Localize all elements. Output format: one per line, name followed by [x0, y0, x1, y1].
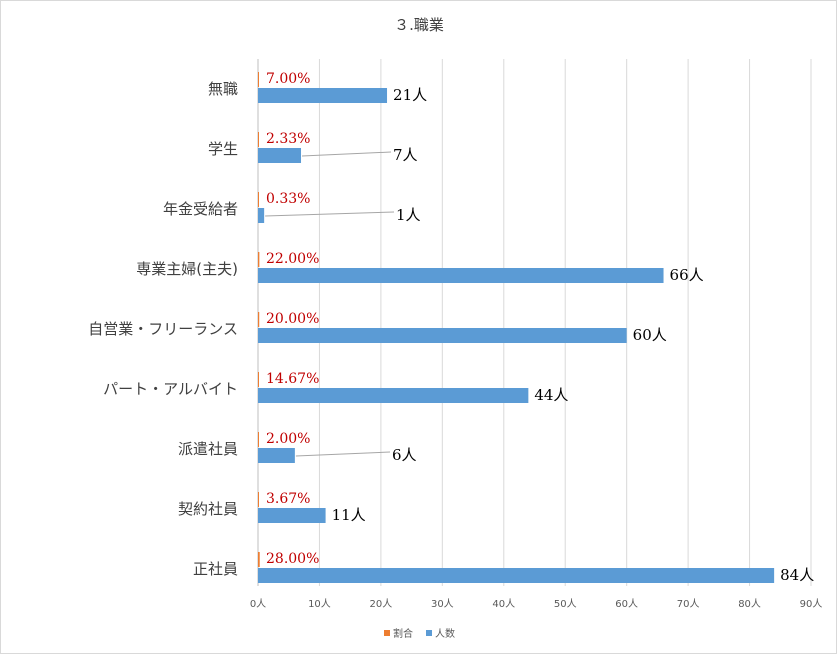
count-data-label: 66人: [670, 266, 704, 284]
count-data-label: 11人: [332, 506, 366, 524]
bar-ratio: [258, 252, 260, 267]
bar-ratio: [258, 132, 259, 147]
x-tick-label: 10人: [308, 598, 331, 610]
legend-swatch: [384, 630, 390, 636]
count-data-label: 44人: [534, 386, 568, 404]
count-data-label: 84人: [780, 566, 814, 584]
bar-count: [258, 568, 775, 583]
legend-entry: 人数: [435, 627, 455, 640]
ratio-data-label: 2.33%: [266, 131, 310, 147]
category-label: 自営業・フリーランス: [88, 320, 238, 338]
bar-count: [258, 88, 388, 103]
bar-ratio: [258, 492, 259, 507]
ratio-data-label: 3.67%: [266, 491, 310, 507]
bar-count: [258, 388, 529, 403]
count-data-label: 6人: [392, 446, 417, 464]
bar-ratio: [258, 72, 259, 87]
x-tick-label: 0人: [250, 598, 266, 610]
labels: 0人 10人 20人 30人 40人 50人 60人 70人 80人 90人 無職 7.00% 21人学…: [88, 71, 822, 610]
count-data-label: 7人: [393, 146, 418, 164]
ratio-data-label: 22.00%: [266, 251, 319, 267]
category-label: 学生: [208, 140, 238, 158]
bar-ratio: [258, 192, 259, 207]
x-tick-label: 70人: [677, 598, 700, 610]
bars: [258, 72, 775, 583]
category-label: 無職: [208, 80, 238, 98]
leader-line: [265, 211, 395, 217]
bar-count: [258, 508, 326, 523]
bar-count: [258, 448, 295, 463]
legend: 割合 人数: [384, 627, 455, 640]
ratio-data-label: 20.00%: [266, 311, 319, 327]
chart-title: ３.職業: [394, 16, 444, 34]
category-label: 専業主婦(主夫): [136, 260, 238, 278]
x-tick-label: 50人: [554, 598, 577, 610]
count-data-label: 60人: [633, 326, 667, 344]
category-label: 年金受給者: [163, 200, 238, 218]
x-tick-label: 30人: [431, 598, 454, 610]
bar-ratio: [258, 432, 259, 447]
ratio-data-label: 7.00%: [266, 71, 310, 87]
x-tick-label: 60人: [615, 598, 638, 610]
bar-count: [258, 148, 302, 163]
ratio-data-label: 2.00%: [266, 431, 310, 447]
leader-line: [295, 451, 391, 457]
ratio-data-label: 14.67%: [266, 371, 319, 387]
bar-count: [258, 328, 627, 343]
gridlines: [318, 59, 812, 586]
bar-count: [258, 268, 664, 283]
bar-ratio: [258, 312, 260, 327]
ratio-data-label: 0.33%: [266, 191, 310, 207]
legend-entry: 割合: [393, 627, 413, 640]
bar-ratio: [258, 372, 259, 387]
category-label: 正社員: [193, 560, 238, 578]
count-data-label: 21人: [393, 86, 427, 104]
category-label: 派遣社員: [178, 440, 238, 458]
category-label: 契約社員: [178, 500, 238, 518]
legend-swatch: [426, 630, 432, 636]
x-tick-label: 80人: [738, 598, 761, 610]
bar-count: [258, 208, 265, 223]
leader-line: [301, 151, 392, 157]
count-data-label: 1人: [396, 206, 421, 224]
x-tick-label: 20人: [370, 598, 393, 610]
bar-ratio: [258, 552, 260, 567]
category-label: パート・アルバイト: [103, 380, 238, 398]
x-tick-label: 40人: [492, 598, 515, 610]
ratio-data-label: 28.00%: [266, 551, 319, 567]
x-tick-label: 90人: [800, 598, 823, 610]
